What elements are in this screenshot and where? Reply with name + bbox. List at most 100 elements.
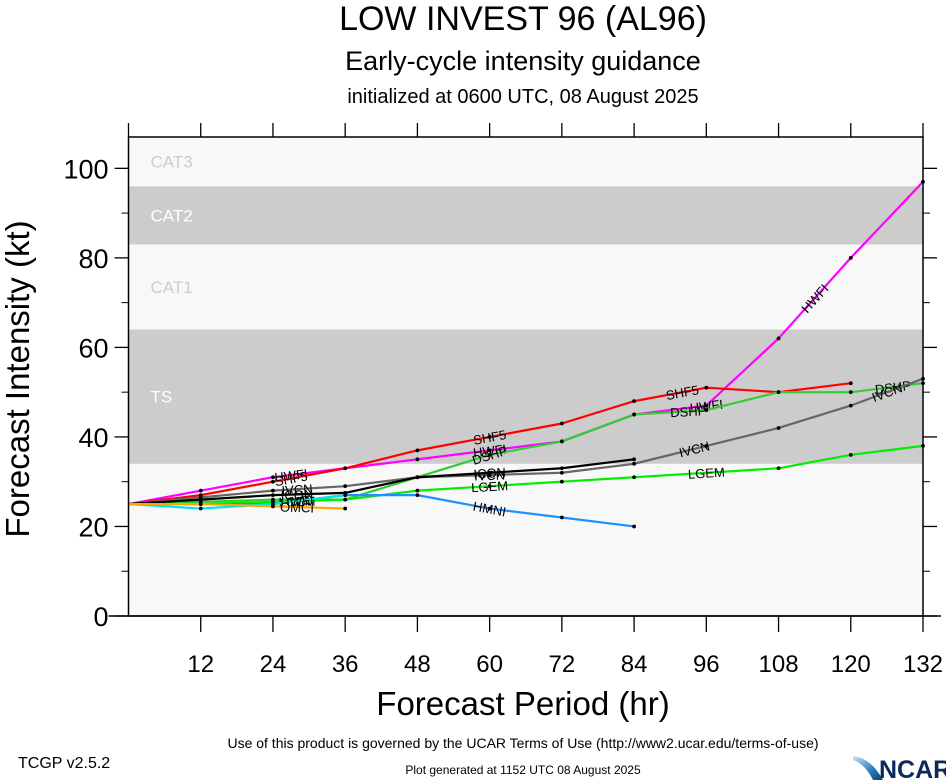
generated-time-text: Plot generated at 1152 UTC 08 August 202… [405, 763, 641, 777]
x-axis-label: Forecast Period (hr) [376, 685, 670, 722]
series-label-icon: ICON [281, 487, 314, 503]
series-point-hwfi [848, 255, 853, 260]
series-label-shf5: SHF5 [273, 468, 308, 489]
series-point-ivcn [776, 426, 781, 430]
band-cat1 [128, 244, 923, 330]
series-point-dshp [487, 452, 492, 457]
series-point-shf5 [559, 421, 564, 426]
series-point-shf5 [343, 466, 348, 471]
series-label-omci: OMCI [280, 500, 314, 516]
series-point-hwfi [776, 336, 781, 341]
y-tick-label: 100 [63, 154, 108, 184]
series-line-dshp [128, 382, 924, 506]
series-point-icon [271, 493, 275, 498]
y-tick-label: 0 [93, 602, 108, 632]
chart-title: LOW INVEST 96 (AL96) [339, 0, 707, 38]
series-point-lgem [487, 484, 492, 489]
terms-of-use-text: Use of this product is governed by the U… [227, 735, 819, 751]
series-line-ivcn [128, 377, 924, 506]
series-point-hwfi [271, 475, 275, 480]
band-label-cat1: CAT1 [151, 278, 193, 297]
series-point-hwfi-cyan [198, 506, 203, 511]
series-point-lgem [632, 475, 636, 480]
series-point-hmni [415, 493, 420, 498]
y-axis-label: Forecast Intensity (kt) [0, 220, 36, 538]
series-point-icon [487, 470, 492, 475]
x-tick-label: 60 [476, 651, 503, 678]
series-point-hwfi [415, 457, 420, 462]
x-tick-label: 48 [404, 651, 431, 678]
series-label-hwfi: HWFI [472, 441, 507, 460]
series-point-lgem [415, 488, 420, 493]
series-point-hwfi [487, 448, 492, 453]
version-text: TCGP v2.5.2 [18, 755, 111, 772]
series-line-hwfi [128, 181, 924, 506]
y-tick-label: 80 [78, 244, 108, 274]
series-point-ivcn [848, 403, 853, 408]
series-point-hmni [559, 515, 564, 520]
series-point-shf5 [271, 479, 275, 484]
series-point-lgem [559, 479, 564, 484]
series-point-shf5 [415, 448, 420, 453]
series-point-icon [559, 466, 564, 471]
band-cat3 [128, 137, 923, 187]
series-point-lgem [343, 497, 348, 502]
series-point-shf5 [487, 435, 492, 439]
series-label-lgem: LGEM [471, 478, 509, 495]
x-tick-label: 96 [693, 651, 720, 678]
x-tick-label: 108 [759, 651, 799, 678]
x-tick-label: 84 [621, 651, 648, 678]
series-point-icon [415, 475, 420, 480]
series-point-icon [198, 497, 203, 502]
series-label-lgem: LGEM [687, 465, 725, 482]
series-label-icon: ICON [473, 465, 506, 482]
ncar-logo-text: NCAR [879, 756, 946, 780]
series-point-hmni [487, 506, 492, 511]
series-line-icon [128, 458, 635, 506]
init-time-text: initialized at 0600 UTC, 08 August 2025 [347, 86, 699, 108]
series-label-ivcn: IVCN [678, 438, 712, 460]
series-label-hmni: HMNI [472, 499, 507, 520]
series-point-omci [343, 506, 348, 511]
series-point-ivcn [343, 484, 348, 489]
y-tick-label: 40 [78, 423, 108, 453]
series-line-omci [128, 502, 346, 510]
series-point-dshp [848, 390, 853, 395]
x-tick-label: 132 [903, 651, 943, 678]
ncar-logo: NCAR [853, 756, 946, 780]
x-tick-label: 36 [332, 651, 359, 678]
band-label-cat2: CAT2 [151, 206, 193, 225]
series-point-hmni [632, 524, 636, 529]
y-tick-label: 20 [78, 512, 108, 542]
series-point-icon [632, 457, 636, 462]
series-point-dshp [559, 439, 564, 444]
band-label-cat3: CAT3 [151, 153, 193, 172]
series-point-shf5 [848, 381, 853, 386]
series-point-hwfi [704, 403, 709, 408]
chart-subtitle: Early-cycle intensity guidance [345, 46, 701, 76]
series-point-shf5 [704, 385, 709, 390]
series-line-hwfi-cyan [128, 494, 346, 510]
band-ts [128, 329, 923, 464]
series-point-hwfi [198, 488, 203, 493]
series-point-ivcn [559, 470, 564, 475]
series-point-hwfi-cyan [343, 493, 348, 498]
ncar-swoosh-icon [853, 756, 883, 780]
series-point-dshp [776, 390, 781, 395]
y-tick-label: 60 [78, 333, 108, 363]
x-tick-label: 120 [831, 651, 871, 678]
series-point-ivcn [704, 443, 709, 448]
band-label-ts: TS [151, 388, 173, 407]
series-label-dshp: DSHP [670, 403, 707, 420]
series-point-omci [198, 502, 203, 506]
band-cat2 [128, 186, 923, 245]
series-point-shf5 [632, 399, 636, 404]
series-point-dshp [632, 412, 636, 417]
x-tick-label: 72 [549, 651, 576, 678]
series-point-lgem [776, 466, 781, 471]
series-point-omci [271, 504, 275, 509]
series-point-ivcn [632, 461, 636, 466]
series-label-shf5: SHF5 [665, 382, 700, 403]
x-tick-label: 24 [260, 651, 287, 678]
